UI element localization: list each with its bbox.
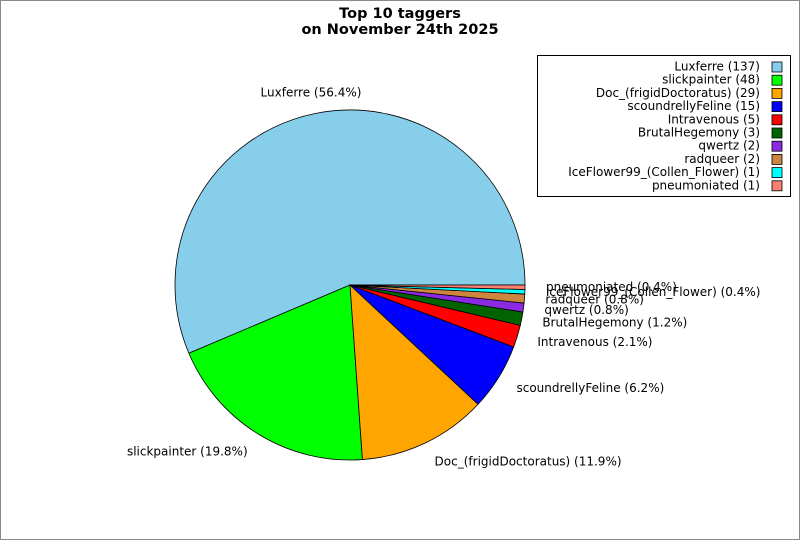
legend-label: scoundrellyFeline (15) bbox=[627, 99, 760, 113]
legend-box bbox=[537, 55, 791, 197]
slice-label: Luxferre (56.4%) bbox=[261, 85, 362, 99]
chart-subtitle: on November 24th 2025 bbox=[301, 22, 498, 38]
slice-label: radqueer (0.8%) bbox=[545, 293, 644, 307]
slice-label: scoundrellyFeline (6.2%) bbox=[516, 381, 664, 395]
legend-label: Intravenous (5) bbox=[668, 112, 760, 126]
legend-swatch bbox=[771, 61, 783, 73]
legend: Luxferre (137)slickpainter (48)Doc_(frig… bbox=[537, 55, 791, 197]
pie-slice bbox=[188, 284, 363, 461]
legend-label: radqueer (2) bbox=[684, 152, 760, 166]
legend-swatch bbox=[771, 180, 783, 192]
slice-label: BrutalHegemony (1.2%) bbox=[542, 315, 687, 329]
pie-slice bbox=[174, 109, 526, 354]
legend-swatch bbox=[771, 101, 783, 112]
pie: Luxferre (56.4%) slickpainter (19.8%) Doc_… bbox=[127, 85, 761, 468]
slice-label: pneumoniated (0.4%) bbox=[546, 280, 677, 294]
slice-label: Doc_(frigidDoctoratus) (11.9%) bbox=[435, 454, 622, 468]
legend-label: slickpainter (48) bbox=[662, 73, 760, 87]
legend-label: pneumoniated (1) bbox=[652, 178, 760, 192]
pie-slice bbox=[349, 284, 526, 290]
legend-swatch bbox=[771, 88, 783, 99]
legend-swatch bbox=[771, 74, 783, 86]
legend-swatch bbox=[771, 153, 783, 165]
legend-label: Luxferre (137) bbox=[674, 60, 760, 74]
legend-label: BrutalHegemony (3) bbox=[638, 126, 760, 140]
legend-swatch bbox=[771, 140, 783, 152]
legend-swatch bbox=[771, 114, 783, 126]
pie-slice bbox=[349, 284, 479, 460]
legend-swatch bbox=[771, 127, 783, 139]
legend-swatch bbox=[771, 167, 783, 179]
slice-label: qwertz (0.8%) bbox=[544, 303, 628, 317]
chart-title: Top 10 taggers bbox=[339, 6, 461, 22]
slice-label: IceFlower99_(Collen_Flower) (0.4%) bbox=[546, 285, 761, 299]
legend-label: Doc_(frigidDoctoratus) (29) bbox=[596, 86, 760, 100]
legend-label: qwertz (2) bbox=[698, 139, 760, 153]
legend-label: IceFlower99_(Collen_Flower) (1) bbox=[568, 165, 760, 179]
slice-label: Intravenous (2.1%) bbox=[537, 335, 652, 349]
slice-label: slickpainter (19.8%) bbox=[127, 445, 248, 459]
